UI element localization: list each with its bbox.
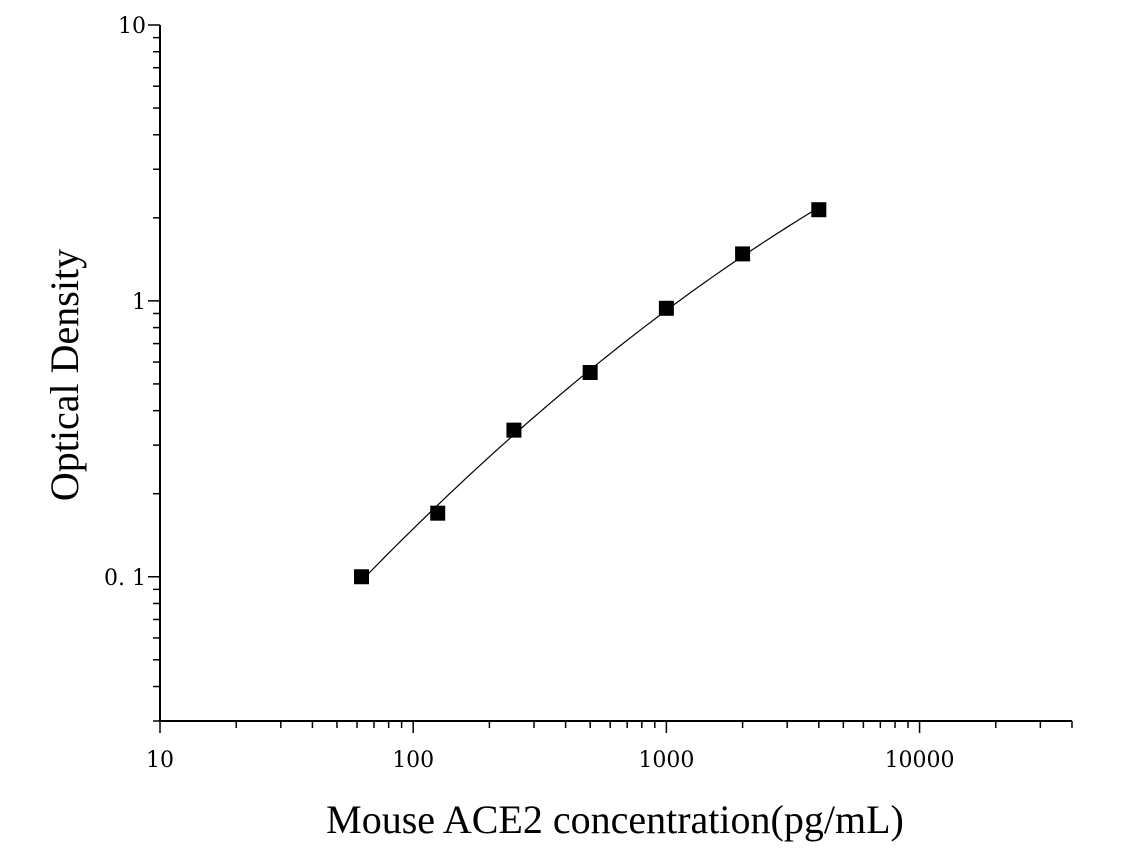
y-tick-label: 1 <box>132 290 146 315</box>
x-tick-label: 1000 <box>638 748 694 773</box>
fit-curve-group <box>361 207 820 582</box>
x-tick-label: 100 <box>392 748 434 773</box>
axes <box>148 24 1073 733</box>
x-axis-title: Mouse ACE2 concentration(pg/mL) <box>326 797 904 842</box>
fit-curve <box>361 207 820 582</box>
data-point <box>506 422 522 438</box>
tick-labels: 10 100 1000 10000 0. 1 1 10 <box>104 14 955 773</box>
y-tick-label: 10 <box>118 14 146 39</box>
x-tick-label: 10 <box>146 748 174 773</box>
data-point <box>735 246 751 262</box>
data-point <box>354 569 370 585</box>
data-points <box>354 202 827 585</box>
data-point <box>811 202 827 218</box>
data-point <box>658 300 674 316</box>
y-tick-label: 0. 1 <box>104 566 146 591</box>
y-axis-title: Optical Density <box>42 249 87 501</box>
data-point <box>582 365 598 381</box>
x-tick-label: 10000 <box>885 748 955 773</box>
data-point <box>430 505 446 521</box>
